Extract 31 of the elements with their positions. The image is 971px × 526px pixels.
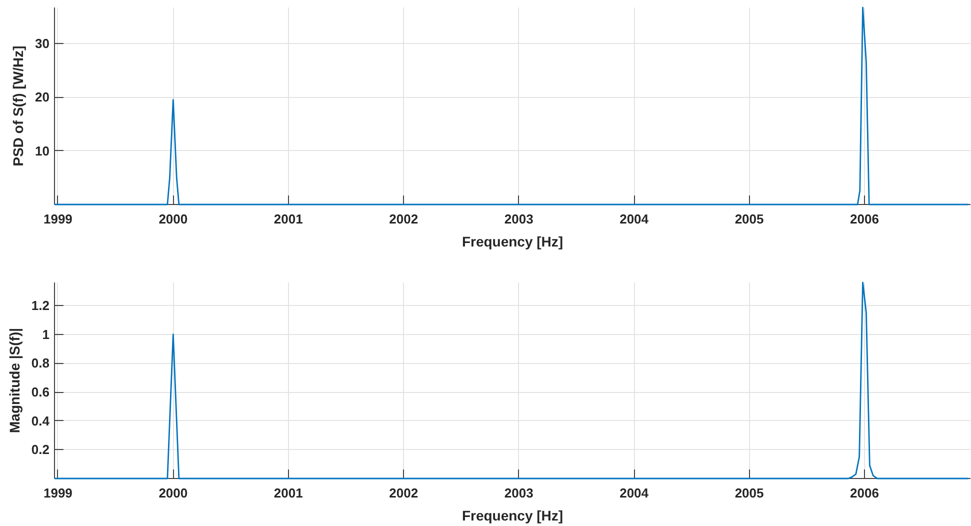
x-tick-label: 2001 — [274, 212, 303, 226]
y-tick-label: 10 — [35, 143, 50, 158]
x-tick-label: 2002 — [389, 486, 418, 500]
y-tick-label: 0.8 — [31, 356, 50, 371]
y-tick-label: 0.2 — [31, 442, 50, 458]
x-tick-label: 2001 — [274, 486, 303, 500]
x-tick-label: 1999 — [43, 212, 72, 226]
x-axis-title: Frequency [Hz] — [462, 508, 564, 524]
x-tick-label: 2005 — [734, 486, 764, 500]
x-tick-label: 1999 — [43, 486, 72, 500]
y-axis-title: Magnitude |S(f)| — [6, 328, 24, 434]
x-tick-label: 2003 — [504, 486, 534, 500]
x-tick-label: 2000 — [158, 212, 188, 226]
x-tick-label: 2004 — [620, 212, 650, 226]
x-tick-label: 2000 — [158, 486, 188, 500]
y-axis-title: PSD of S(f) [W/Hz] — [10, 46, 26, 166]
y-tick-label: 1 — [42, 326, 50, 342]
y-tick-label: 1.2 — [31, 298, 50, 314]
x-tick-label: 2002 — [389, 212, 418, 226]
line-series — [54, 6, 969, 206]
y-tick-label: 0.4 — [31, 413, 50, 428]
x-tick-label: 2005 — [734, 212, 764, 226]
x-axis-title: Frequency [Hz] — [462, 234, 564, 250]
y-tick-label: 20 — [35, 90, 50, 105]
line-series — [54, 282, 969, 480]
x-tick-label: 2006 — [850, 212, 879, 226]
x-tick-label: 2006 — [850, 486, 879, 500]
x-tick-label: 2003 — [504, 212, 534, 226]
y-tick-label: 30 — [35, 36, 50, 51]
y-tick-label: 0.6 — [31, 384, 50, 400]
x-tick-label: 2004 — [620, 486, 650, 500]
